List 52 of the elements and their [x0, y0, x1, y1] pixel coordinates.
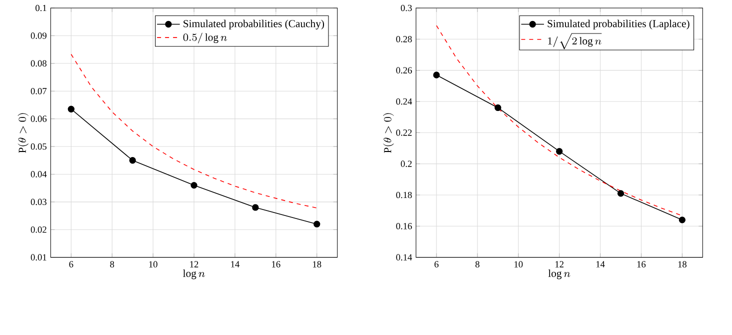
x-tick-label: 18	[313, 261, 322, 268]
y-axis-title: $\mathrm{P}(\theta > 0)$	[18, 113, 28, 154]
x-tick-label: 12	[190, 261, 198, 268]
point	[617, 190, 624, 197]
y-tick-label: 0.06	[30, 116, 47, 122]
y-tick-label: 0.2	[400, 160, 412, 168]
x-tick-label: 12	[555, 261, 564, 268]
x-axis-title: $\log n$	[548, 270, 570, 280]
x-tick-label: 6	[69, 261, 74, 268]
x-axis-title: $\log n$	[183, 270, 205, 280]
x-tick-label: 10	[149, 261, 158, 268]
x-tick-label: 14	[596, 261, 605, 268]
y-tick-label: 0.26	[396, 67, 412, 74]
x-tick-label: 16	[637, 261, 646, 268]
y-tick-label: 0.03	[30, 198, 46, 206]
y-tick-label: 0.3	[400, 4, 412, 12]
point	[678, 216, 686, 224]
x-tick-label: 8	[110, 261, 114, 268]
x-tick-label: 18	[678, 261, 686, 268]
y-tick-label: 0.14	[396, 254, 412, 261]
point	[68, 106, 74, 113]
line-series	[70, 54, 318, 209]
y-tick-label: 0.04	[30, 171, 47, 178]
y-tick-label: 0.18	[396, 192, 412, 198]
x-tick-label: 6	[434, 261, 439, 268]
point	[494, 104, 502, 112]
y-tick-label: 0.07	[30, 88, 47, 94]
point	[190, 182, 198, 189]
y-tick-label: 0.05	[30, 144, 46, 150]
y-tick-label: 0.24	[396, 98, 412, 105]
point	[314, 220, 320, 228]
point	[433, 72, 440, 79]
y-axis-title: $\mathrm{P}(\theta > 0)$	[383, 113, 394, 154]
x-tick-label: 10	[514, 261, 523, 268]
point	[252, 204, 259, 211]
y-tick-label: 0.08	[30, 60, 46, 67]
point	[556, 148, 563, 155]
x-tick-label: 14	[231, 261, 240, 268]
y-tick-label: 0.01	[30, 254, 46, 261]
y-tick-label: 0.28	[396, 36, 412, 42]
legend-label: $1/\sqrt{2\log n}$	[548, 33, 602, 50]
y-tick-label: 0.16	[396, 223, 412, 230]
y-tick-label: 0.09	[30, 32, 46, 40]
legend-label: $0.5/\log n$	[183, 32, 227, 44]
x-tick-label: 16	[272, 261, 280, 268]
x-tick-label: 8	[475, 261, 480, 268]
legend-label: Simulated probabilities (Laplace)	[548, 20, 690, 30]
point	[129, 157, 136, 164]
y-tick-label: 0.22	[396, 130, 412, 136]
y-tick-label: 0.1	[36, 5, 46, 12]
y-tick-label: 0.02	[30, 226, 46, 233]
legend-label: Simulated probabilities (Cauchy)	[184, 20, 324, 30]
